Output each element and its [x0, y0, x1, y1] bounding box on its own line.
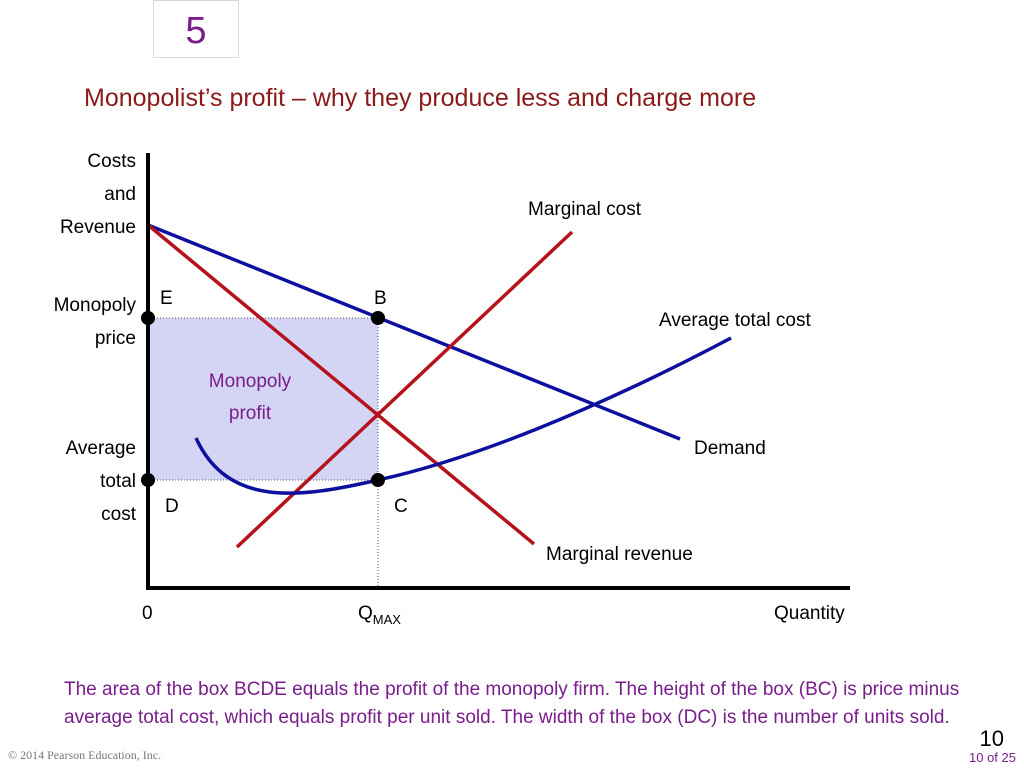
- monopoly-price-label-line-2: price: [94, 328, 136, 349]
- average-total-cost-label-line-3: cost: [101, 504, 136, 525]
- point-c: [371, 473, 385, 487]
- qmax-main: Q: [358, 603, 373, 624]
- profit-label-line-1: Monopoly: [209, 371, 292, 392]
- y-axis-label-line-1: Costs: [87, 151, 136, 172]
- monopoly-price-label: Monopoly price: [54, 289, 136, 355]
- label-b: B: [374, 288, 387, 309]
- average-total-cost-label-line-2: total: [100, 471, 136, 492]
- monopoly-price-label-line-1: Monopoly: [53, 295, 136, 316]
- label-c: C: [394, 496, 408, 517]
- point-b: [371, 311, 385, 325]
- demand-curve: [147, 223, 681, 441]
- origin-label: 0: [142, 603, 153, 624]
- demand-label: Demand: [694, 438, 766, 459]
- slide-number: 10: [979, 726, 1004, 751]
- average-total-cost-label: Average total cost: [66, 432, 136, 531]
- point-e: [141, 311, 155, 325]
- quantity-label: Quantity: [774, 603, 845, 624]
- point-d: [141, 473, 155, 487]
- chapter-number: 5: [153, 0, 239, 58]
- qmax-label: QMAX: [358, 603, 401, 627]
- average-total-cost-label-line-1: Average: [65, 438, 136, 459]
- y-axis-label-line-2: and: [104, 184, 136, 205]
- copyright: © 2014 Pearson Education, Inc.: [8, 748, 162, 762]
- monopoly-profit-area: [148, 318, 378, 480]
- marginal-cost-label: Marginal cost: [528, 199, 642, 220]
- marginal-revenue-label: Marginal revenue: [546, 544, 693, 565]
- label-d: D: [165, 496, 179, 517]
- profit-label-line-2: profit: [229, 403, 272, 424]
- caption: The area of the box BCDE equals the prof…: [64, 679, 960, 728]
- y-axis-label-line-3: Revenue: [59, 217, 136, 238]
- marginal-revenue-curve: [146, 223, 536, 546]
- slide-title: Monopolist’s profit – why they produce l…: [84, 84, 757, 112]
- y-axis-label: Costs and Revenue: [60, 145, 136, 244]
- qmax-subscript: MAX: [373, 612, 402, 627]
- page-of: 10 of 25: [969, 750, 1016, 765]
- label-e: E: [160, 288, 173, 309]
- average-total-cost-curve: [194, 336, 732, 495]
- average-total-cost-curve-label: Average total cost: [659, 310, 811, 331]
